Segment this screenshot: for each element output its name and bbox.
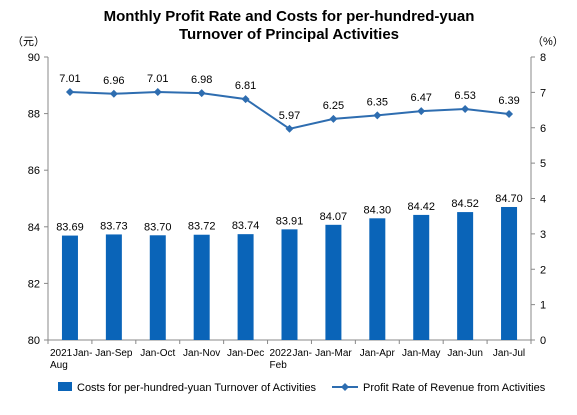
left-tick-label: 90: [28, 52, 40, 64]
cost-bar-label: 84.52: [451, 198, 479, 210]
legend-bar-swatch: [58, 382, 72, 391]
profit-rate-label: 5.97: [279, 110, 300, 122]
cost-bar-label: 83.69: [56, 222, 84, 234]
cost-bar-label: 84.07: [320, 211, 348, 223]
profit-rate-point: [153, 88, 162, 97]
x-tick-label: Jan-May: [402, 348, 440, 359]
right-tick-label: 1: [540, 300, 546, 312]
left-tick-label: 80: [28, 335, 40, 347]
legend-bar-label: Costs for per-hundred-yuan Turnover of A…: [77, 382, 317, 394]
left-tick-label: 86: [28, 165, 40, 177]
right-tick-label: 0: [540, 335, 546, 347]
profit-rate-label: 7.01: [147, 73, 168, 85]
chart-title-line: Monthly Profit Rate and Costs for per-hu…: [104, 8, 475, 25]
left-axis-unit: （元）: [12, 35, 45, 48]
cost-bar-label: 83.91: [276, 215, 304, 227]
right-axis-unit: （%）: [532, 35, 564, 48]
profit-rate-point: [197, 89, 206, 98]
chart-title-line: Turnover of Principal Activities: [179, 26, 399, 43]
x-tick-label: Jan-Oct: [140, 348, 175, 359]
cost-bar: [61, 235, 78, 340]
x-tick-label: Jan-Dec: [227, 348, 264, 359]
profit-rate-label: 6.39: [498, 95, 519, 107]
x-tick-label-year: 2022: [270, 348, 293, 359]
cost-bar: [369, 218, 386, 340]
left-tick-label: 82: [28, 278, 40, 290]
x-tick-label-range: Jan-: [293, 348, 312, 359]
cost-bar: [281, 229, 298, 340]
x-tick-label: Jan-Jun: [447, 348, 483, 359]
profit-rate-point: [461, 105, 470, 114]
cost-bar: [149, 235, 166, 340]
right-tick-label: 8: [540, 52, 546, 64]
x-tick-label: Jan-Nov: [183, 348, 220, 359]
cost-bar-label: 84.42: [407, 201, 435, 213]
profit-rate-label: 6.47: [411, 92, 432, 104]
cost-bar: [105, 234, 122, 340]
cost-bar-label: 84.30: [364, 204, 392, 216]
left-tick-label: 88: [28, 109, 40, 121]
x-tick-label-year: 2021: [50, 348, 73, 359]
cost-bar: [501, 206, 518, 340]
profit-rate-label: 6.25: [323, 100, 344, 112]
profit-rate-label: 6.81: [235, 80, 256, 92]
x-tick-label: Jan-Apr: [360, 348, 396, 359]
cost-bar-label: 83.70: [144, 221, 172, 233]
right-tick-label: 2: [540, 264, 546, 276]
profit-rate-label: 6.35: [367, 96, 388, 108]
profit-rate-label: 7.01: [59, 73, 80, 85]
profit-rate-point: [417, 107, 426, 116]
right-tick-label: 4: [540, 194, 546, 206]
right-tick-label: 5: [540, 158, 546, 170]
profit-rate-point: [373, 111, 382, 120]
profit-rate-label: 6.53: [454, 90, 475, 102]
right-tick-label: 7: [540, 87, 546, 99]
profit-rate-label: 6.96: [103, 75, 124, 87]
x-tick-label: Jan-Mar: [315, 348, 352, 359]
cost-bar: [325, 224, 342, 340]
cost-bar-label: 83.74: [232, 220, 260, 232]
cost-bar: [413, 214, 430, 340]
cost-bar: [457, 212, 474, 340]
right-tick-label: 6: [540, 123, 546, 135]
profit-rate-label: 6.98: [191, 74, 212, 86]
x-tick-label-month: Aug: [50, 360, 68, 371]
right-tick-label: 3: [540, 229, 546, 241]
profit-rate-point: [285, 124, 294, 133]
x-tick-label-range: Jan-: [73, 348, 92, 359]
x-tick-label: Jan-Sep: [95, 348, 133, 359]
x-tick-label: Jan-Jul: [493, 348, 525, 359]
profit-rate-point: [65, 88, 74, 97]
profit-rate-point: [109, 89, 118, 98]
left-tick-label: 84: [28, 222, 40, 234]
profit-rate-point: [329, 114, 338, 123]
profit-rate-point: [505, 109, 514, 118]
cost-bar-label: 84.70: [495, 193, 523, 205]
cost-bar: [193, 234, 210, 340]
profit-rate-point: [241, 95, 250, 104]
cost-bar-label: 83.72: [188, 221, 216, 233]
legend-line-label: Profit Rate of Revenue from Activities: [363, 382, 546, 394]
cost-bar-label: 83.73: [100, 220, 128, 232]
legend-line-marker: [341, 383, 349, 391]
x-tick-label-month: Feb: [270, 360, 288, 371]
cost-bar: [237, 234, 254, 340]
